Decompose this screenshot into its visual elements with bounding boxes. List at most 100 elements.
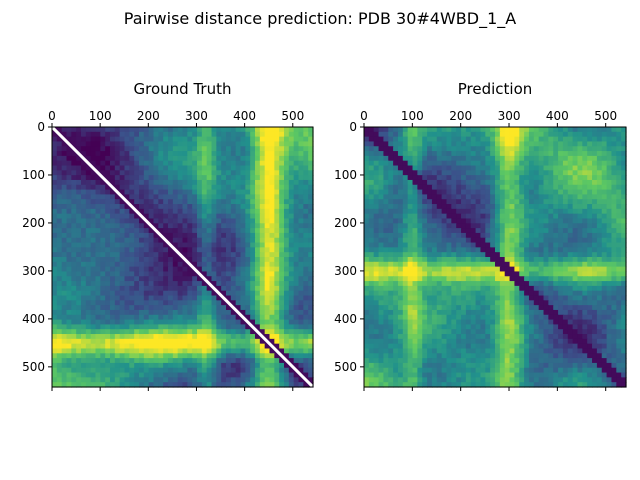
heatmap-cell [95, 329, 101, 335]
heatmap-cell [168, 213, 174, 220]
heatmap-cell [548, 271, 554, 277]
heatmap-cell [168, 228, 174, 234]
heatmap-cell [245, 281, 251, 287]
heatmap-cell [71, 232, 77, 239]
heatmap-cell [177, 362, 184, 369]
heatmap-cell [373, 252, 380, 258]
heatmap-cell [105, 382, 111, 388]
heatmap-cell [66, 271, 72, 277]
heatmap-cell [230, 242, 237, 248]
heatmap-cell [168, 232, 174, 239]
heatmap-cell [499, 175, 506, 181]
heatmap-cell [495, 271, 501, 277]
heatmap-cell [201, 257, 208, 263]
heatmap-cell [427, 285, 433, 292]
heatmap-cell [201, 151, 208, 157]
heatmap-cell [71, 367, 77, 374]
heatmap-cell [364, 300, 370, 306]
heatmap-cell [495, 131, 501, 138]
heatmap-cell [298, 189, 304, 195]
heatmap-cell [368, 127, 375, 133]
heatmap-cell [56, 257, 63, 263]
heatmap-cell [216, 276, 222, 282]
heatmap-cell [582, 179, 588, 186]
heatmap-cell [461, 127, 467, 133]
heatmap-cell [562, 295, 569, 301]
heatmap-cell [182, 367, 188, 374]
heatmap-cell [211, 194, 217, 200]
heatmap-cell [81, 170, 87, 176]
heatmap-cell [274, 285, 280, 292]
heatmap-cell [407, 179, 414, 186]
heatmap-cell [255, 281, 261, 287]
heatmap-cell [298, 271, 304, 277]
heatmap-cell [201, 170, 208, 176]
heatmap-cell [509, 199, 516, 205]
heatmap-cell [139, 314, 145, 321]
heatmap-cell [514, 242, 520, 248]
heatmap-cell [373, 170, 380, 176]
heatmap-cell [100, 189, 106, 195]
heatmap-cell [56, 141, 63, 147]
heatmap-cell [182, 343, 188, 350]
heatmap-cell [422, 247, 428, 253]
heatmap-cell [158, 266, 164, 273]
heatmap-cell [616, 136, 622, 143]
heatmap-cell [427, 127, 433, 133]
heatmap-cell [264, 247, 271, 253]
heatmap-cell [427, 208, 433, 215]
x-tick-label: 300 [185, 109, 208, 123]
heatmap-cell [264, 189, 271, 195]
heatmap-cell [226, 247, 232, 253]
heatmap-cell [528, 300, 535, 306]
heatmap-cell [168, 281, 174, 287]
heatmap-cell [303, 271, 309, 277]
heatmap-cell [66, 382, 72, 388]
heatmap-cell [596, 160, 603, 167]
heatmap-cell [364, 271, 370, 277]
heatmap-cell [52, 358, 58, 364]
heatmap-cell [177, 295, 184, 301]
heatmap-cell [114, 372, 121, 378]
heatmap-cell [288, 257, 295, 263]
heatmap-cell [279, 141, 285, 147]
heatmap-cell [148, 319, 155, 325]
heatmap-cell [182, 252, 188, 258]
heatmap-cell [407, 261, 414, 268]
heatmap-cell [298, 252, 304, 258]
heatmap-cell [274, 189, 280, 195]
heatmap-cell [61, 329, 68, 335]
heatmap-cell [163, 257, 169, 263]
heatmap-cell [279, 179, 285, 186]
heatmap-cell [259, 194, 266, 200]
heatmap-cell [441, 146, 448, 152]
heatmap-cell [397, 184, 404, 191]
heatmap-cell [129, 324, 135, 330]
heatmap-cell [378, 127, 385, 133]
heatmap-cell [211, 204, 217, 210]
heatmap-cell [397, 141, 404, 147]
heatmap-cell [100, 290, 106, 297]
heatmap-cell [284, 271, 290, 277]
heatmap-cell [509, 184, 516, 191]
heatmap-cell [368, 305, 375, 311]
heatmap-cell [211, 131, 217, 138]
heatmap-cell [611, 175, 617, 181]
heatmap-cell [187, 281, 193, 287]
heatmap-cell [397, 276, 404, 282]
heatmap-cell [288, 218, 295, 224]
heatmap-cell [158, 189, 164, 195]
heatmap-cell [562, 208, 569, 215]
heatmap-cell [124, 146, 130, 152]
heatmap-cell [514, 194, 520, 200]
heatmap-cell [441, 204, 448, 210]
heatmap-cell [168, 184, 174, 191]
heatmap-cell [143, 151, 150, 157]
heatmap-cell [397, 127, 404, 133]
heatmap-cell [293, 151, 300, 157]
heatmap-cell [621, 146, 627, 152]
heatmap-cell [293, 136, 300, 143]
heatmap-cell [373, 257, 380, 263]
heatmap-cell [485, 257, 491, 263]
heatmap-cell [148, 372, 155, 378]
